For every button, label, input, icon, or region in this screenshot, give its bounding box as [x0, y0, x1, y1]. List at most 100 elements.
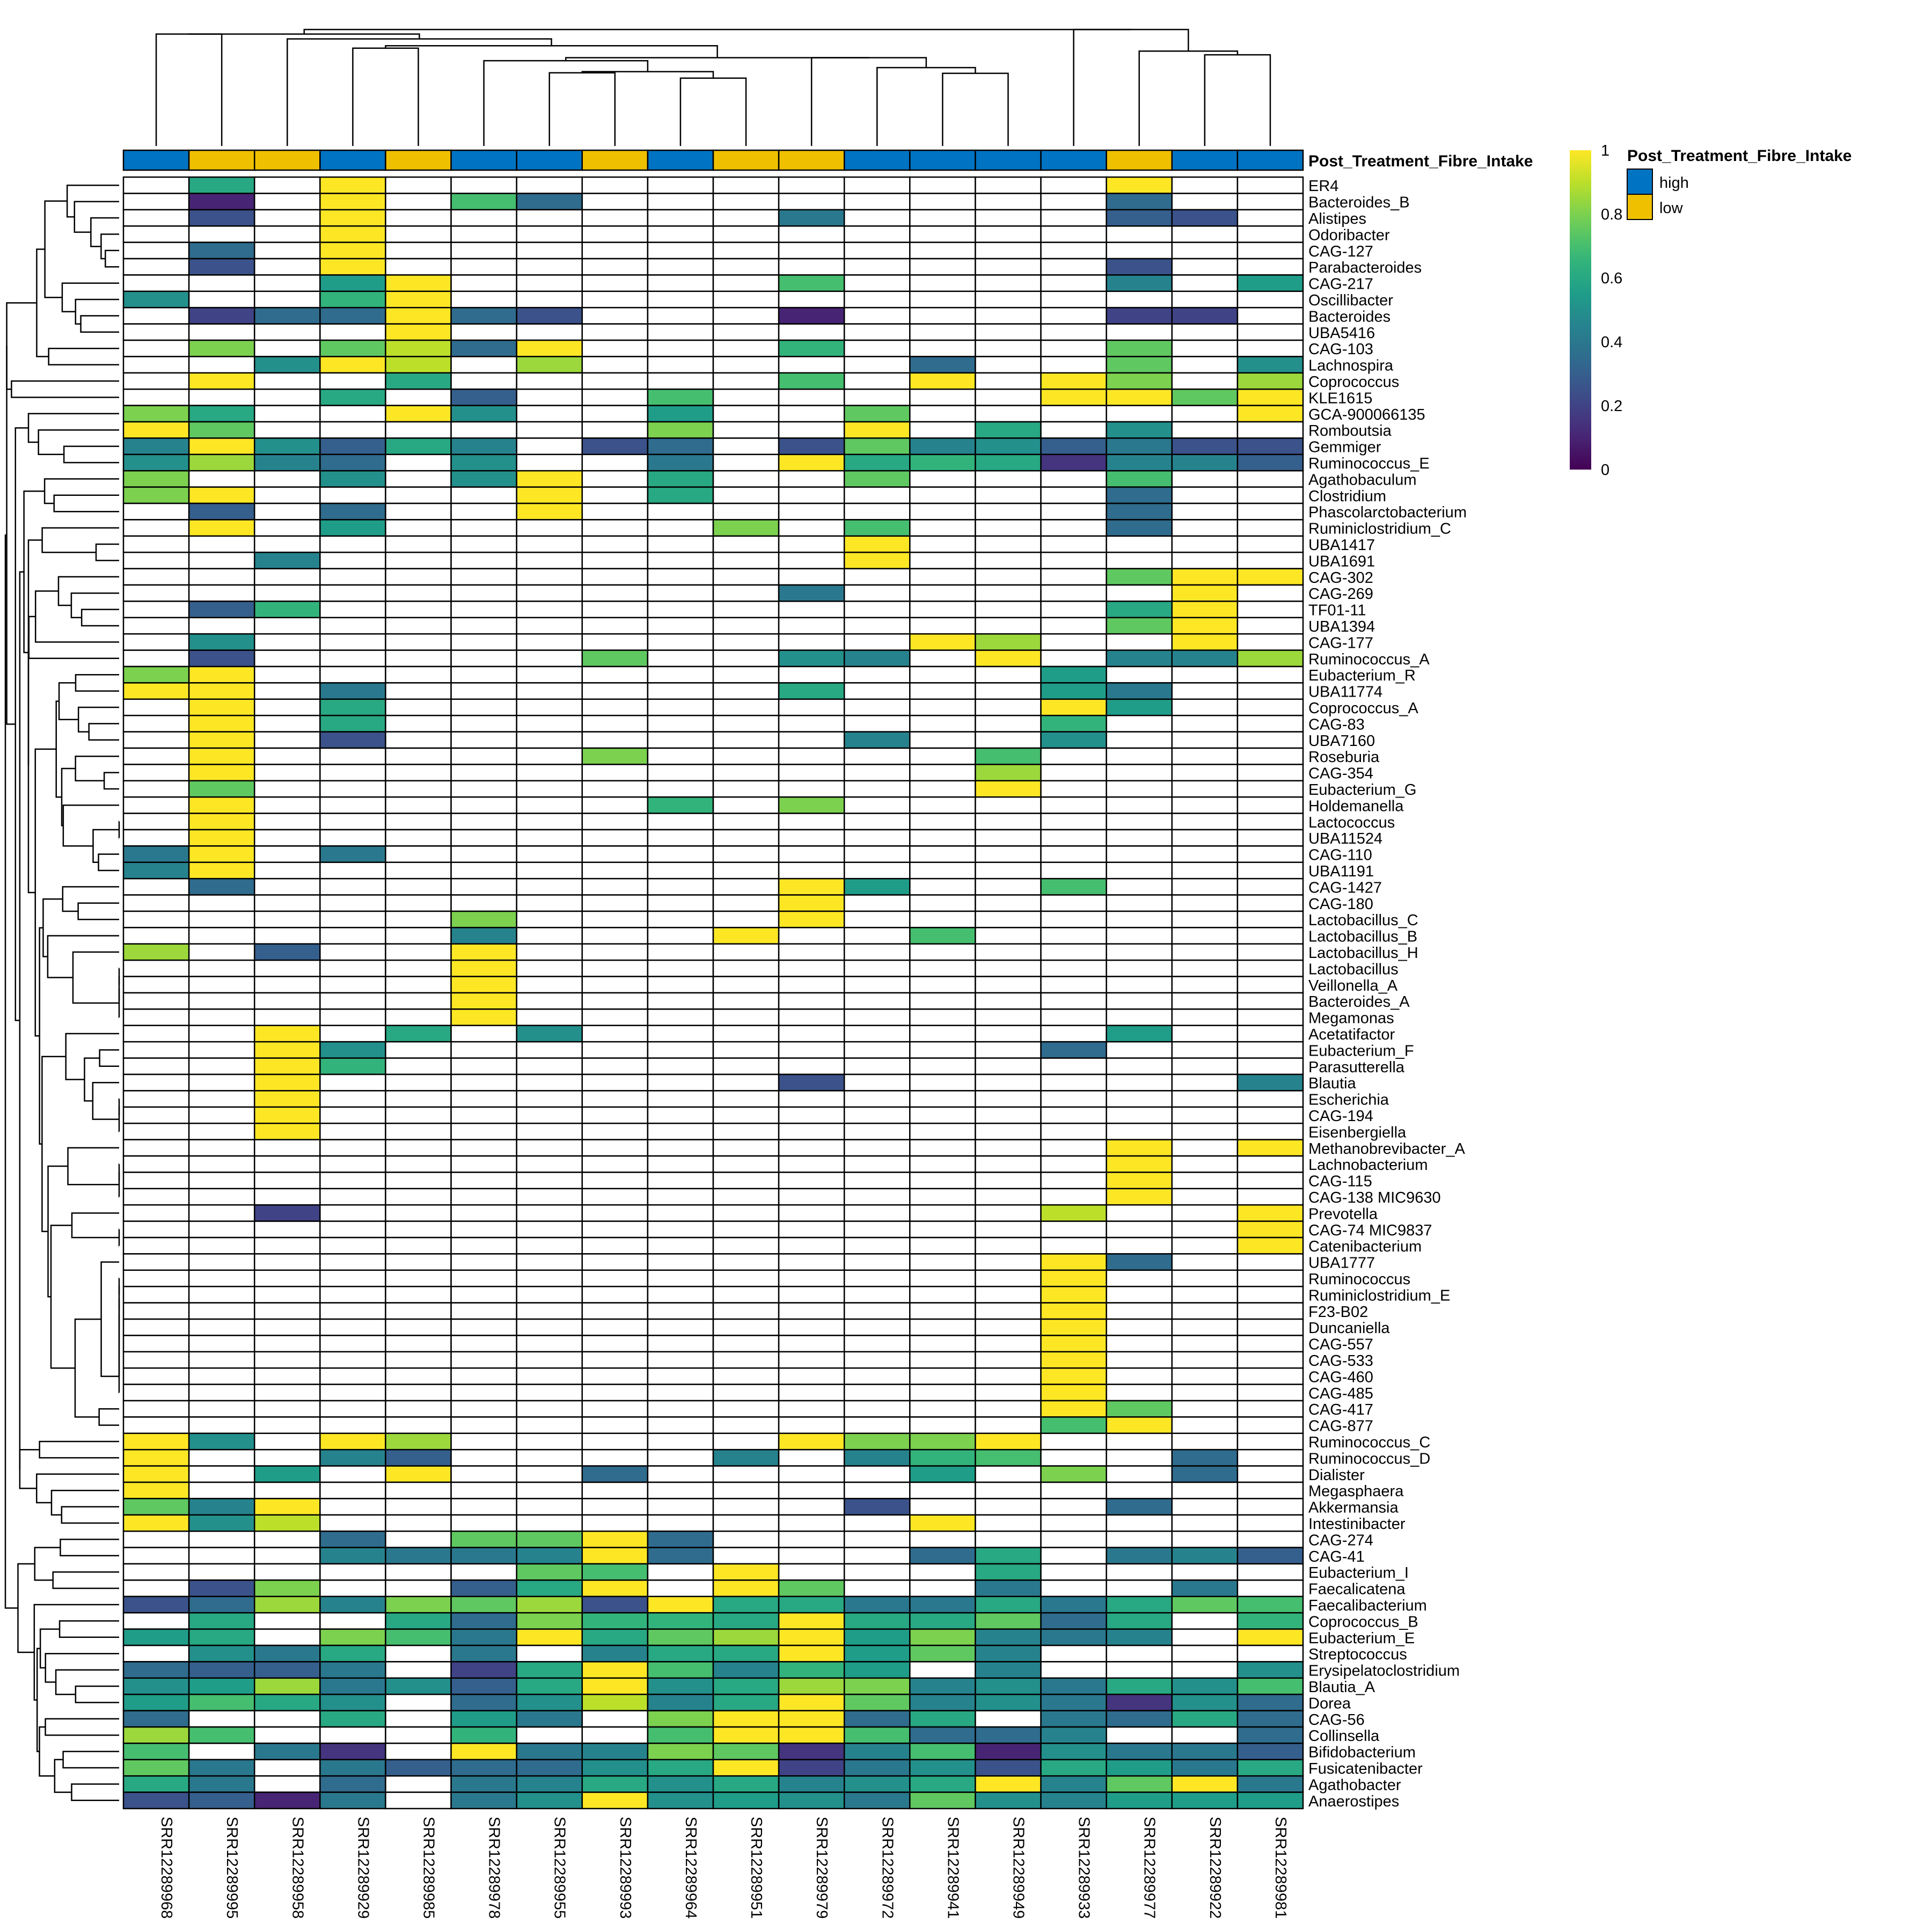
heatmap-cell: [1236, 1481, 1304, 1499]
heatmap-cell: [1106, 1367, 1173, 1385]
heatmap-cell: [647, 1661, 714, 1679]
heatmap-cell: [1040, 927, 1107, 945]
heatmap-cell: [1236, 1220, 1304, 1239]
heatmap-cell: [712, 502, 780, 521]
heatmap-cell: [1106, 1400, 1173, 1418]
heatmap-cell: [253, 323, 321, 341]
heatmap-cell: [843, 1172, 911, 1190]
heatmap-cell: [1236, 601, 1304, 619]
heatmap-cell: [778, 1759, 845, 1777]
heatmap-cell: [450, 470, 517, 488]
heatmap-cell: [385, 1073, 452, 1092]
heatmap-cell: [843, 1008, 911, 1027]
heatmap-cell: [319, 1253, 386, 1271]
heatmap-cell: [1040, 339, 1107, 357]
heatmap-cell: [712, 1106, 780, 1124]
heatmap-cell: [975, 274, 1042, 292]
heatmap-cell: [581, 1400, 649, 1418]
heatmap-cell: [647, 682, 714, 700]
heatmap-cell: [319, 1481, 386, 1499]
heatmap-cell: [647, 1367, 714, 1385]
heatmap-cell: [778, 1172, 845, 1190]
heatmap-cell: [1040, 519, 1107, 537]
annotation-cell: [516, 149, 583, 171]
heatmap-cell: [1236, 1400, 1304, 1418]
heatmap-cell: [909, 1432, 976, 1451]
heatmap-cell: [975, 290, 1042, 309]
heatmap-cell: [319, 976, 386, 994]
heatmap-cell: [319, 437, 386, 456]
heatmap-cell: [909, 601, 976, 619]
heatmap-cell: [122, 551, 190, 569]
heatmap-cell: [122, 780, 190, 798]
heatmap-cell: [188, 1172, 255, 1190]
row-dendrogram-branch: [75, 674, 119, 692]
heatmap-cell: [909, 894, 976, 912]
heatmap-cell: [188, 535, 255, 553]
heatmap-cell: [450, 1106, 517, 1124]
heatmap-cell: [581, 1269, 649, 1287]
heatmap-cell: [909, 568, 976, 586]
heatmap-cell: [319, 1384, 386, 1402]
heatmap-cell: [581, 1743, 649, 1761]
heatmap-cell: [909, 1677, 976, 1695]
heatmap-cell: [975, 992, 1042, 1010]
heatmap-cell: [1171, 1547, 1239, 1565]
heatmap-cell: [253, 274, 321, 292]
heatmap-cell: [1236, 927, 1304, 945]
heatmap-cell: [843, 927, 911, 945]
colorbar-tick-label: 0.8: [1601, 206, 1622, 223]
heatmap-cell: [581, 1367, 649, 1385]
heatmap-cell: [647, 1269, 714, 1287]
heatmap-cell: [909, 1041, 976, 1059]
heatmap-cell: [188, 649, 255, 668]
heatmap-cell: [647, 1791, 714, 1810]
heatmap-cell: [1171, 1220, 1239, 1239]
annotation-cell: [778, 149, 845, 171]
heatmap-cell: [188, 551, 255, 569]
heatmap-cell: [1236, 959, 1304, 977]
heatmap-cell: [843, 796, 911, 814]
heatmap-cell: [1171, 1008, 1239, 1027]
heatmap-cell: [843, 1465, 911, 1483]
heatmap-cell: [1040, 698, 1107, 716]
heatmap-cell: [778, 747, 845, 765]
row-dendrogram-branch: [80, 315, 119, 333]
heatmap-cell: [712, 959, 780, 977]
heatmap-cell: [647, 453, 714, 472]
heatmap-cell: [385, 1628, 452, 1646]
heatmap-cell: [188, 780, 255, 798]
heatmap-cell: [122, 306, 190, 325]
heatmap-cell: [712, 339, 780, 357]
row-label: Dorea: [1308, 1695, 1351, 1712]
heatmap-cell: [319, 470, 386, 488]
heatmap-cell: [843, 829, 911, 847]
row-label: Lactobacillus_H: [1308, 945, 1418, 962]
heatmap-cell: [253, 502, 321, 521]
heatmap-cell: [385, 372, 452, 390]
heatmap-cell: [975, 1791, 1042, 1810]
heatmap-cell: [188, 894, 255, 912]
heatmap-cell: [1106, 551, 1173, 569]
heatmap-cell: [647, 1106, 714, 1124]
heatmap-cell: [188, 1563, 255, 1581]
heatmap-cell: [188, 1253, 255, 1271]
heatmap-cell: [516, 1073, 583, 1092]
heatmap-cell: [1236, 502, 1304, 521]
heatmap-cell: [712, 323, 780, 341]
heatmap-cell: [778, 1008, 845, 1027]
heatmap-cell: [385, 1465, 452, 1483]
heatmap-cell: [975, 764, 1042, 782]
heatmap-cell: [1106, 1384, 1173, 1402]
row-dendrogram-branch: [98, 1408, 119, 1426]
heatmap-cell: [1236, 1269, 1304, 1287]
row-label: Roseburia: [1308, 749, 1380, 766]
heatmap-cell: [450, 502, 517, 521]
heatmap-cell: [975, 241, 1042, 260]
row-label: UBA1394: [1308, 618, 1375, 635]
heatmap-cell: [1040, 845, 1107, 863]
heatmap-cell: [385, 1335, 452, 1353]
heatmap-cell: [188, 1628, 255, 1646]
heatmap-cell: [253, 306, 321, 325]
column-dendrogram-branch: [303, 28, 1132, 34]
